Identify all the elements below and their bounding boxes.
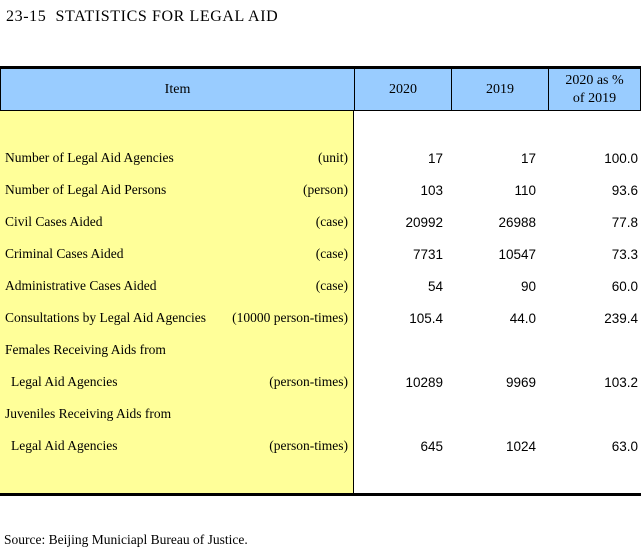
- value-2019: 26988: [498, 214, 536, 230]
- header-cell-item: Item: [1, 69, 355, 110]
- row-label: Administrative Cases Aided: [5, 278, 157, 293]
- row-label: Legal Aid Agencies: [11, 438, 118, 453]
- row-unit: (10000 person-times): [232, 310, 348, 325]
- value-ratio: 73.3: [611, 246, 638, 262]
- row-unit: (case): [315, 278, 348, 293]
- row-label: Number of Legal Aid Persons: [5, 182, 167, 197]
- value-2019: [451, 398, 548, 430]
- value-2019: 10547: [498, 246, 536, 262]
- row-unit: (person-times): [269, 374, 348, 389]
- header-ratio-line2: of 2019: [572, 90, 617, 106]
- row-unit: (unit): [318, 150, 348, 165]
- value-2019: 1024: [505, 438, 536, 454]
- header-2020-label: 2020: [389, 81, 417, 97]
- table-row: Legal Aid Agencies (person-times) 10289 …: [0, 366, 641, 398]
- value-2020: 645: [420, 438, 443, 454]
- row-label: Consultations by Legal Aid Agencies: [5, 310, 206, 325]
- value-ratio: 100.0: [604, 150, 638, 166]
- value-2019: 44.0: [509, 310, 536, 326]
- item-cell: Legal Aid Agencies (person-times): [0, 430, 354, 462]
- value-2020: 17: [427, 150, 443, 166]
- value-2020: [354, 398, 451, 430]
- item-cell: Number of Legal Aid Persons (person): [0, 174, 354, 206]
- value-2019: 110: [514, 182, 536, 198]
- row-unit: (case): [315, 246, 348, 261]
- value-2019: [451, 334, 548, 366]
- value-ratio: [548, 398, 641, 430]
- value-ratio: 239.4: [604, 310, 638, 326]
- row-label: Number of Legal Aid Agencies: [5, 150, 174, 165]
- value-ratio: 103.2: [604, 374, 638, 390]
- value-2020: 20992: [405, 214, 443, 230]
- value-2020: [354, 334, 451, 366]
- value-2020: 54: [427, 278, 443, 294]
- stub-spacer-cell: [0, 111, 354, 142]
- row-unit: (person): [303, 182, 348, 197]
- value-2019: 17: [520, 150, 536, 166]
- value-2020: 10289: [405, 374, 443, 390]
- row-label: Legal Aid Agencies: [11, 374, 118, 389]
- page-title: 23-15 STATISTICS FOR LEGAL AID: [6, 8, 279, 25]
- table-row: Females Receiving Aids from: [0, 334, 641, 366]
- table-spacer-row: [0, 462, 641, 493]
- item-cell: Legal Aid Agencies (person-times): [0, 366, 354, 398]
- table-row: Number of Legal Aid Agencies (unit) 17 1…: [0, 142, 641, 174]
- value-2019: 90: [520, 278, 536, 294]
- header-2019-label: 2019: [486, 81, 514, 97]
- table-spacer-row: [0, 111, 641, 142]
- table-row: Consultations by Legal Aid Agencies (100…: [0, 302, 641, 334]
- value-ratio: 77.8: [611, 214, 638, 230]
- value-2020: 7731: [412, 246, 443, 262]
- header-item-label: Item: [164, 81, 191, 97]
- table-row: Number of Legal Aid Persons (person) 103…: [0, 174, 641, 206]
- value-2020: 105.4: [409, 310, 443, 326]
- item-cell: Number of Legal Aid Agencies (unit): [0, 142, 354, 174]
- table-row: Criminal Cases Aided (case) 7731 10547 7…: [0, 238, 641, 270]
- legal-aid-table: Item 2020 2019 2020 as % of 2019 Number …: [0, 66, 641, 496]
- item-cell: Females Receiving Aids from: [0, 334, 354, 366]
- row-label: Criminal Cases Aided: [5, 246, 124, 261]
- header-cell-2019: 2019: [452, 69, 549, 110]
- table-header-row: Item 2020 2019 2020 as % of 2019: [0, 69, 641, 111]
- header-cell-2020: 2020: [355, 69, 452, 110]
- item-cell: Criminal Cases Aided (case): [0, 238, 354, 270]
- value-ratio: 93.6: [611, 182, 638, 198]
- table-row: Legal Aid Agencies (person-times) 645 10…: [0, 430, 641, 462]
- value-2020: 103: [420, 182, 443, 198]
- value-2019: 9969: [505, 374, 536, 390]
- table-row: Administrative Cases Aided (case) 54 90 …: [0, 270, 641, 302]
- row-label: Civil Cases Aided: [5, 214, 103, 229]
- value-ratio: 60.0: [611, 278, 638, 294]
- item-cell: Consultations by Legal Aid Agencies (100…: [0, 302, 354, 334]
- stub-spacer-cell: [0, 462, 354, 493]
- table-body: Number of Legal Aid Agencies (unit) 17 1…: [0, 111, 641, 493]
- item-cell: Administrative Cases Aided (case): [0, 270, 354, 302]
- table-row: Juveniles Receiving Aids from: [0, 398, 641, 430]
- row-unit: (case): [315, 214, 348, 229]
- value-ratio: [548, 334, 641, 366]
- item-cell: Civil Cases Aided (case): [0, 206, 354, 238]
- header-ratio-line1: 2020 as %: [565, 72, 624, 88]
- header-cell-ratio: 2020 as % of 2019: [549, 69, 640, 110]
- table-row: Civil Cases Aided (case) 20992 26988 77.…: [0, 206, 641, 238]
- row-unit: (person-times): [269, 438, 348, 453]
- value-ratio: 63.0: [611, 438, 638, 454]
- row-label: Females Receiving Aids from: [5, 342, 166, 357]
- source-note: Source: Beijing Municiapl Bureau of Just…: [4, 532, 248, 547]
- row-label: Juveniles Receiving Aids from: [5, 406, 172, 421]
- item-cell: Juveniles Receiving Aids from: [0, 398, 354, 430]
